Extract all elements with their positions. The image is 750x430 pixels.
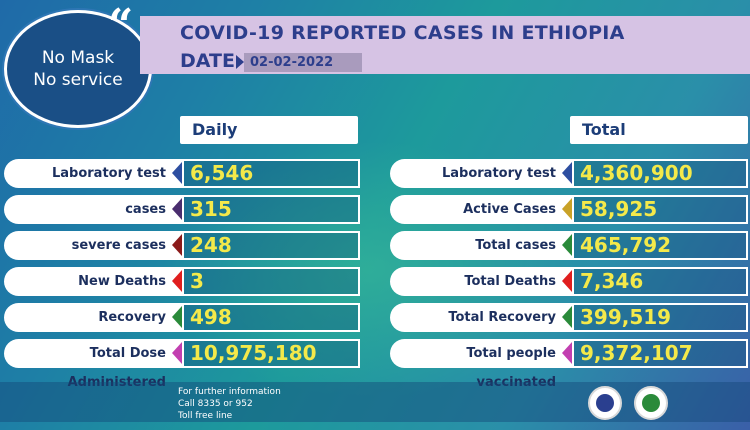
daily-row-value: 3 (182, 267, 360, 296)
pointer-icon (562, 270, 572, 292)
pointer-icon (172, 162, 182, 184)
health-ministry-logo (588, 386, 622, 420)
ephi-emblem-icon (642, 394, 660, 412)
pointer-icon (172, 306, 182, 328)
total-row-value: 58,925 (572, 195, 748, 224)
total-row-value: 9,372,107 (572, 339, 748, 368)
total-heading: Total (570, 116, 748, 144)
total-row: Laboratory test 4,360,900 (390, 159, 750, 188)
total-row-label: Total Deaths (390, 267, 572, 296)
pointer-icon (562, 234, 572, 256)
date-label: DATE (180, 50, 235, 72)
daily-heading: Daily (180, 116, 358, 144)
footer-line3: Toll free line (178, 411, 233, 421)
daily-row: severe cases 248 (4, 231, 370, 260)
total-row: Total cases 465,792 (390, 231, 750, 260)
total-row-value: 7,346 (572, 267, 748, 296)
total-row: Total Recovery 399,519 (390, 303, 750, 332)
daily-row-value: 498 (182, 303, 360, 332)
pointer-icon (172, 342, 182, 364)
daily-row-label: Laboratory test (4, 159, 182, 188)
total-row-label: Total people vaccinated (390, 339, 572, 390)
daily-row-value: 10,975,180 (182, 339, 360, 368)
daily-row-label: Total Dose Administered (4, 339, 182, 390)
slogan-line1: No Mask (41, 48, 115, 68)
daily-row: Total Dose Administered 10,975,180 (4, 339, 370, 390)
no-mask-badge: No Mask No service (4, 10, 152, 128)
pointer-icon (172, 270, 182, 292)
footer-line1: For further information (178, 387, 281, 397)
daily-row: Recovery 498 (4, 303, 370, 332)
pointer-icon (172, 234, 182, 256)
total-row-value: 4,360,900 (572, 159, 748, 188)
total-row-label: Laboratory test (390, 159, 572, 188)
health-ministry-emblem-icon (596, 394, 614, 412)
total-row: Active Cases 58,925 (390, 195, 750, 224)
daily-row-label: Recovery (4, 303, 182, 332)
pointer-icon (562, 306, 572, 328)
total-row-value: 399,519 (572, 303, 748, 332)
pointer-icon (172, 198, 182, 220)
total-row: Total people vaccinated 9,372,107 (390, 339, 750, 390)
daily-row: New Deaths 3 (4, 267, 370, 296)
daily-row-label: severe cases (4, 231, 182, 260)
total-row-value: 465,792 (572, 231, 748, 260)
total-row: Total Deaths 7,346 (390, 267, 750, 296)
date-value: 02-02-2022 (244, 53, 362, 72)
total-row-label: Active Cases (390, 195, 572, 224)
daily-row-value: 315 (182, 195, 360, 224)
quote-icon: “ (108, 0, 134, 51)
footer-line2: Call 8335 or 952 (178, 399, 253, 409)
total-row-label: Total cases (390, 231, 572, 260)
pointer-icon (562, 342, 572, 364)
total-row-label: Total Recovery (390, 303, 572, 332)
footer-info: For further information Call 8335 or 952… (178, 386, 281, 422)
pointer-icon (562, 162, 572, 184)
daily-row: Laboratory test 6,546 (4, 159, 370, 188)
footer-bar (0, 382, 750, 422)
daily-row-label: cases (4, 195, 182, 224)
date-arrow-icon (236, 55, 244, 69)
page-title: COVID-19 REPORTED CASES IN ETHIOPIA (180, 22, 625, 44)
pointer-icon (562, 198, 572, 220)
daily-row: cases 315 (4, 195, 370, 224)
ephi-logo (634, 386, 668, 420)
daily-row-value: 248 (182, 231, 360, 260)
daily-row-label: New Deaths (4, 267, 182, 296)
daily-row-value: 6,546 (182, 159, 360, 188)
slogan-line2: No service (33, 70, 123, 90)
